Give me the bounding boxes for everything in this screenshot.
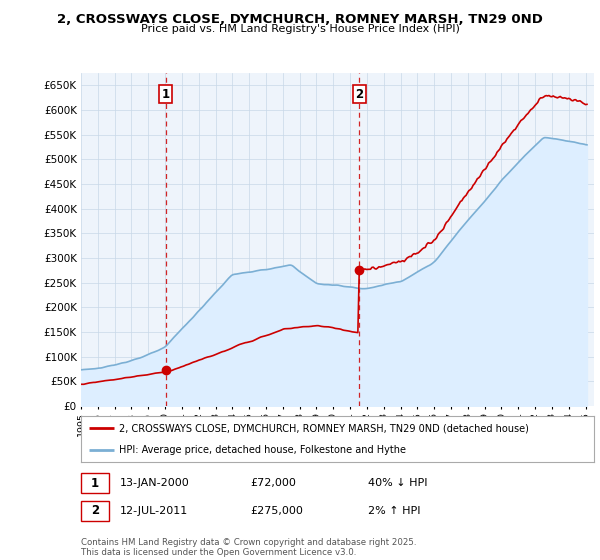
Bar [81, 501, 109, 521]
Text: 2, CROSSWAYS CLOSE, DYMCHURCH, ROMNEY MARSH, TN29 0ND (detached house): 2, CROSSWAYS CLOSE, DYMCHURCH, ROMNEY MA… [119, 423, 529, 433]
Text: 2, CROSSWAYS CLOSE, DYMCHURCH, ROMNEY MARSH, TN29 0ND: 2, CROSSWAYS CLOSE, DYMCHURCH, ROMNEY MA… [57, 13, 543, 26]
Text: £72,000: £72,000 [250, 478, 296, 488]
Text: Contains HM Land Registry data © Crown copyright and database right 2025.
This d: Contains HM Land Registry data © Crown c… [81, 538, 416, 557]
Bar [81, 473, 109, 493]
Text: 2: 2 [91, 505, 99, 517]
Text: 12-JUL-2011: 12-JUL-2011 [119, 506, 188, 516]
Text: 2% ↑ HPI: 2% ↑ HPI [368, 506, 421, 516]
Text: 40% ↓ HPI: 40% ↓ HPI [368, 478, 428, 488]
Text: 1: 1 [91, 477, 99, 489]
Text: Price paid vs. HM Land Registry's House Price Index (HPI): Price paid vs. HM Land Registry's House … [140, 24, 460, 34]
Text: 13-JAN-2000: 13-JAN-2000 [119, 478, 189, 488]
Text: 1: 1 [162, 88, 170, 101]
Text: 2: 2 [355, 88, 363, 101]
Text: HPI: Average price, detached house, Folkestone and Hythe: HPI: Average price, detached house, Folk… [119, 445, 406, 455]
Text: £275,000: £275,000 [250, 506, 303, 516]
